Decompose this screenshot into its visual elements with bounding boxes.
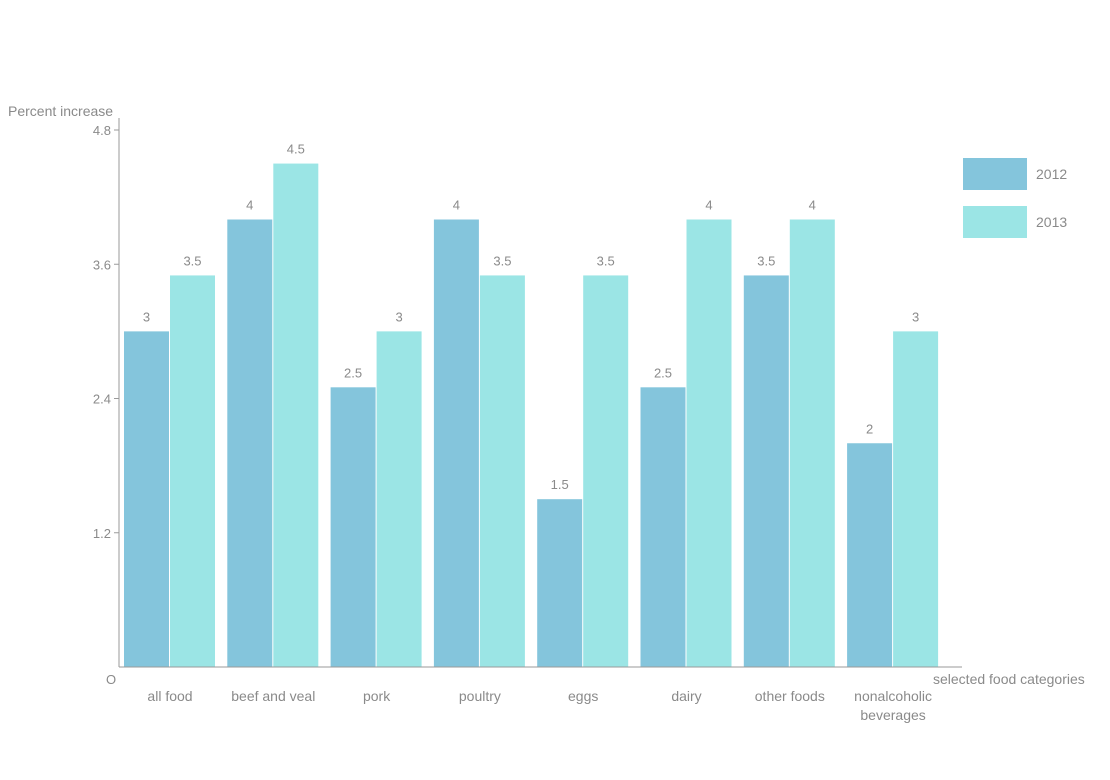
category-label: nonalcoholic beverages [854, 688, 932, 723]
data-label: 4 [809, 198, 816, 213]
data-label: 2.5 [654, 365, 672, 380]
category-label: pork [363, 688, 391, 704]
data-label: 3.5 [597, 253, 615, 268]
bar-2012 [847, 443, 893, 667]
category-label: beef and veal [231, 688, 315, 704]
bar-2013 [170, 275, 215, 667]
data-label: 4 [453, 198, 460, 213]
bar-2013 [479, 275, 525, 667]
bar-2012 [433, 219, 479, 667]
data-label: 3 [395, 309, 402, 324]
data-labels-group: 3 3.5 4 4.5 2.5 3 4 3.5 1.5 3.5 2.5 4 3.5 4 2 3 [143, 142, 919, 493]
data-label: 3.5 [183, 253, 201, 268]
bar-2013 [789, 219, 835, 667]
legend: 2012 2013 [963, 158, 1067, 238]
legend-swatch-2013 [963, 206, 1027, 238]
bar-2012 [640, 387, 686, 667]
category-label: dairy [671, 688, 701, 704]
category-label: poultry [459, 688, 501, 704]
bar-2012 [537, 499, 583, 667]
data-label: 4.5 [287, 142, 305, 157]
data-label: 3 [912, 309, 919, 324]
y-tick-label: 2.4 [93, 392, 111, 407]
bar-2013 [893, 331, 939, 667]
bars-group [124, 163, 939, 667]
category-label: all food [147, 688, 192, 704]
bar-2013 [583, 275, 629, 667]
data-label: 1.5 [551, 477, 569, 492]
bar-2013 [273, 163, 319, 667]
x-axis-categories: all food beef and veal pork poultry eggs dair… [147, 688, 932, 723]
bar-2013 [686, 219, 732, 667]
y-tick-label: 3.6 [93, 257, 111, 272]
category-label: other foods [755, 688, 825, 704]
x-axis-title: selected food categories [933, 671, 1085, 687]
bar-2013 [376, 331, 422, 667]
data-label: 3.5 [493, 253, 511, 268]
data-label: 4 [705, 198, 712, 213]
data-label: 3.5 [757, 253, 775, 268]
legend-label-2013: 2013 [1036, 214, 1067, 230]
data-label: 3 [143, 309, 150, 324]
bar-2012 [227, 219, 273, 667]
bar-2012 [743, 275, 789, 667]
bar-2012 [330, 387, 376, 667]
data-label: 2.5 [344, 365, 362, 380]
data-label: 2 [866, 421, 873, 436]
origin-label: O [106, 672, 116, 687]
y-axis-title: Percent increase [8, 103, 113, 119]
y-tick-label: 4.8 [93, 123, 111, 138]
y-tick-label: 1.2 [93, 526, 111, 541]
bar-2012 [124, 331, 169, 667]
legend-swatch-2012 [963, 158, 1027, 190]
legend-label-2012: 2012 [1036, 166, 1067, 182]
category-label: eggs [568, 688, 598, 704]
y-axis-ticks: 1.2 2.4 3.6 4.8 [93, 123, 119, 541]
data-label: 4 [246, 198, 253, 213]
